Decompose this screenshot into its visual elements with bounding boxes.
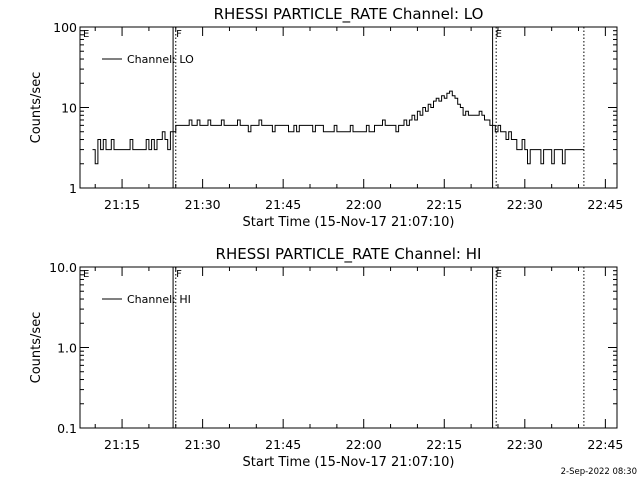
y-tick-label: 10 (61, 101, 77, 116)
event-marker-label: E (83, 269, 89, 280)
legend-label: Channel: HI (127, 293, 191, 306)
x-tick-label: 22:30 (507, 197, 543, 212)
x-tick-label: 22:45 (587, 197, 623, 212)
plot-frame (79, 26, 618, 189)
y-axis-label: Counts/sec (29, 312, 44, 384)
x-tick-label: 21:30 (185, 197, 221, 212)
chart-panel-0: RHESSI PARTICLE_RATE Channel: LO Start Ti… (29, 5, 623, 230)
y-tick-label: 1.0 (57, 341, 77, 356)
x-tick-label: 22:00 (346, 437, 382, 452)
y-tick-label: 100 (53, 20, 77, 35)
x-axis-label: Start Time (15-Nov-17 21:07:10) (243, 455, 455, 470)
x-tick-label: 22:45 (587, 437, 623, 452)
x-tick-label: 21:15 (104, 197, 140, 212)
event-marker-label: E (496, 269, 502, 280)
event-marker-label: F (176, 29, 182, 40)
event-marker-label: E (496, 29, 502, 40)
chart-title: RHESSI PARTICLE_RATE Channel: LO (214, 5, 484, 24)
chart-panel-1: RHESSI PARTICLE_RATE Channel: HI Start Ti… (29, 245, 623, 470)
x-tick-label: 21:15 (104, 437, 140, 452)
y-tick-label: 10.0 (49, 260, 77, 275)
chart-title: RHESSI PARTICLE_RATE Channel: HI (216, 245, 482, 264)
series-line-0 (92, 90, 584, 165)
x-tick-label: 21:45 (265, 437, 301, 452)
y-tick-label: 1 (69, 181, 77, 196)
x-axis-label: Start Time (15-Nov-17 21:07:10) (243, 215, 455, 230)
x-tick-label: 22:15 (426, 197, 462, 212)
x-tick-label: 21:45 (265, 197, 301, 212)
y-tick-label: 0.1 (57, 421, 77, 436)
legend-label: Channel: LO (127, 53, 194, 66)
x-tick-label: 22:00 (346, 197, 382, 212)
event-marker-label: E (83, 29, 89, 40)
y-axis-label: Counts/sec (29, 72, 44, 144)
event-marker-label: F (176, 269, 182, 280)
x-tick-label: 21:30 (185, 437, 221, 452)
footer-timestamp: 2-Sep-2022 08:30 (561, 467, 637, 477)
plot-frame (79, 266, 618, 429)
x-tick-label: 22:15 (426, 437, 462, 452)
x-tick-label: 22:30 (507, 437, 543, 452)
